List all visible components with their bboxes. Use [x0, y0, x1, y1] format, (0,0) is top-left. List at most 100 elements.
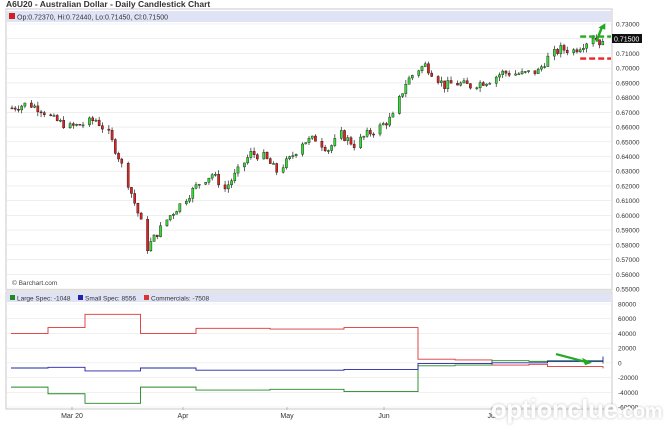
candle-up — [68, 123, 72, 129]
candle-up — [459, 82, 463, 86]
candle-down — [436, 76, 440, 83]
cot-y-tick-label: 0 — [618, 360, 622, 367]
cot-series-line — [11, 313, 604, 369]
candle-up — [488, 83, 492, 85]
candle-up — [178, 203, 182, 212]
candle-up — [498, 74, 501, 78]
candle-up — [20, 105, 23, 111]
candle-up — [391, 113, 395, 118]
candle-up — [572, 49, 576, 53]
candle-up — [333, 138, 337, 146]
candle-down — [469, 83, 472, 89]
price-y-tick-label: 0.55000 — [616, 287, 640, 294]
candle-up — [494, 76, 498, 84]
candle-up — [291, 155, 295, 157]
candle-down — [556, 49, 559, 54]
cot-y-tick-label: -40000 — [618, 390, 639, 397]
cot-panel — [5, 291, 613, 410]
candle-down — [146, 219, 149, 252]
candle-up — [152, 234, 156, 242]
candle-down — [72, 123, 75, 126]
candle-up — [420, 66, 424, 72]
candle-down — [352, 143, 356, 148]
watermark-suffix: .com — [617, 401, 662, 423]
candle-down — [507, 72, 511, 76]
candle-up — [423, 63, 427, 67]
candle-down — [598, 39, 601, 46]
candle-down — [13, 107, 17, 110]
candle-down — [39, 111, 43, 114]
candle-up — [559, 45, 563, 54]
chart-title: A6U20 - Australian Dollar - Daily Candle… — [6, 0, 210, 9]
candle-up — [543, 66, 546, 68]
candle-down — [562, 45, 566, 51]
candle-up — [485, 83, 488, 86]
candle-up — [478, 82, 482, 88]
candle-up — [339, 130, 343, 139]
candle-up — [246, 157, 249, 164]
candle-up — [527, 70, 530, 72]
cot-legend-label: Commercials: -7508 — [151, 296, 210, 303]
price-y-tick-label: 0.62000 — [616, 183, 640, 190]
candle-up — [281, 167, 285, 173]
candle-up — [585, 43, 588, 49]
candle-down — [456, 83, 459, 86]
candle-up — [226, 184, 230, 190]
candle-down — [139, 212, 143, 220]
cot-legend: Large Spec: -1048 Small Spec: 8556 Commerc… — [10, 295, 210, 303]
price-y-tick-label: 0.70000 — [616, 66, 640, 73]
candle-up — [175, 211, 178, 215]
candle-up — [185, 200, 188, 204]
candle-up — [540, 66, 543, 70]
candle-down — [349, 137, 353, 145]
candle-up — [272, 163, 275, 165]
candle-up — [81, 124, 85, 127]
candle-up — [23, 102, 27, 107]
x-tick-label: Jun — [378, 413, 389, 420]
candle-up — [362, 136, 366, 138]
candle-down — [465, 80, 469, 84]
candle-up — [52, 115, 56, 117]
candle-down — [385, 123, 388, 126]
candle-up — [207, 177, 211, 183]
candle-down — [136, 203, 140, 214]
cot-legend-swatch — [144, 295, 149, 300]
candle-up — [301, 143, 304, 155]
cot-legend-swatch — [10, 295, 15, 300]
source-credit: © Barchart.com — [12, 279, 57, 287]
candle-down — [443, 80, 446, 89]
candle-down — [252, 151, 256, 155]
candle-up — [33, 105, 36, 108]
candle-up — [75, 124, 78, 126]
watermark: optionclue.com — [491, 394, 663, 425]
candle-down — [10, 107, 14, 110]
candle-down — [265, 151, 269, 159]
candle-down — [343, 130, 346, 141]
candle-down — [320, 141, 324, 148]
price-y-tick-label: 0.64000 — [616, 154, 640, 161]
candle-up — [536, 68, 540, 74]
candle-down — [114, 139, 117, 154]
price-y-tick-label: 0.68000 — [616, 95, 640, 102]
candle-down — [120, 158, 124, 164]
cot-y-tick-label: 20000 — [618, 346, 636, 353]
candle-up — [304, 142, 308, 145]
x-tick-label: Jul — [488, 413, 497, 420]
price-y-tick-label: 0.60000 — [616, 213, 640, 220]
cot-y-tick-label: 40000 — [618, 331, 636, 338]
candle-up — [446, 80, 450, 89]
price-gridlines — [7, 23, 611, 290]
candle-up — [230, 180, 233, 186]
cot-y-tick-label: -20000 — [618, 375, 639, 382]
cot-legend-swatch — [78, 295, 83, 300]
candle-down — [130, 187, 133, 194]
candle-up — [191, 188, 195, 199]
price-y-tick-label: 0.59000 — [616, 228, 640, 235]
candle-down — [110, 130, 114, 140]
price-y-tick-label: 0.57000 — [616, 257, 640, 264]
ohlc-readout: Op:0.72370, Hi:0.72440, Lo:0.71450, Cl:0… — [17, 15, 168, 22]
price-y-tick-label: 0.63000 — [616, 169, 640, 176]
candle-up — [194, 184, 198, 189]
candle-down — [217, 174, 220, 186]
candle-up — [330, 145, 333, 151]
